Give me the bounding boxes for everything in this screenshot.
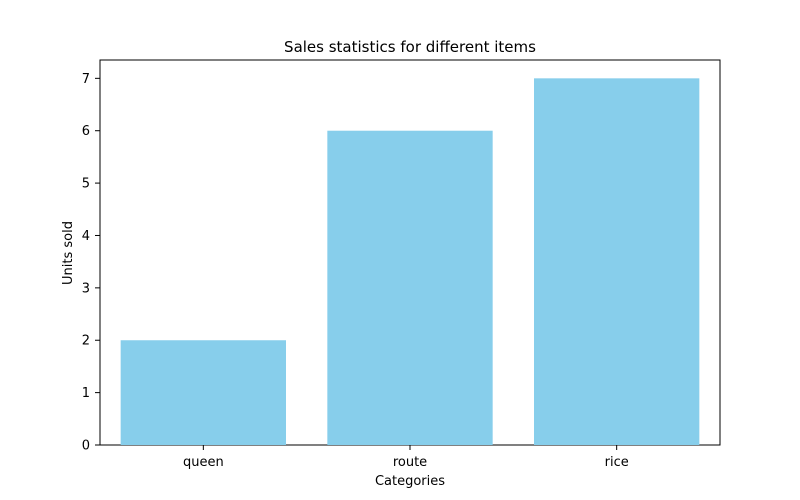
x-tick-label: queen — [183, 455, 224, 470]
y-tick-label: 0 — [82, 439, 90, 454]
y-axis: 0 1 2 3 4 5 6 7 — [82, 72, 100, 454]
x-tick-label: rice — [605, 455, 629, 470]
y-tick-label: 1 — [82, 386, 90, 401]
y-axis-label: Units sold — [61, 221, 76, 285]
bar-route — [327, 130, 493, 445]
chart-title: Sales statistics for different items — [284, 38, 536, 56]
y-tick-label: 2 — [82, 334, 90, 349]
y-tick-label: 3 — [82, 281, 90, 296]
bar-rice — [534, 78, 700, 445]
x-axis: queen route rice — [183, 445, 629, 470]
y-tick-label: 5 — [82, 177, 90, 192]
x-tick-label: route — [393, 455, 427, 470]
bar-queen — [120, 340, 287, 445]
y-tick-label: 4 — [82, 229, 90, 244]
y-tick-label: 7 — [82, 72, 90, 87]
x-axis-label: Categories — [375, 474, 445, 489]
y-tick-label: 6 — [82, 124, 90, 139]
bars-group — [120, 78, 700, 445]
